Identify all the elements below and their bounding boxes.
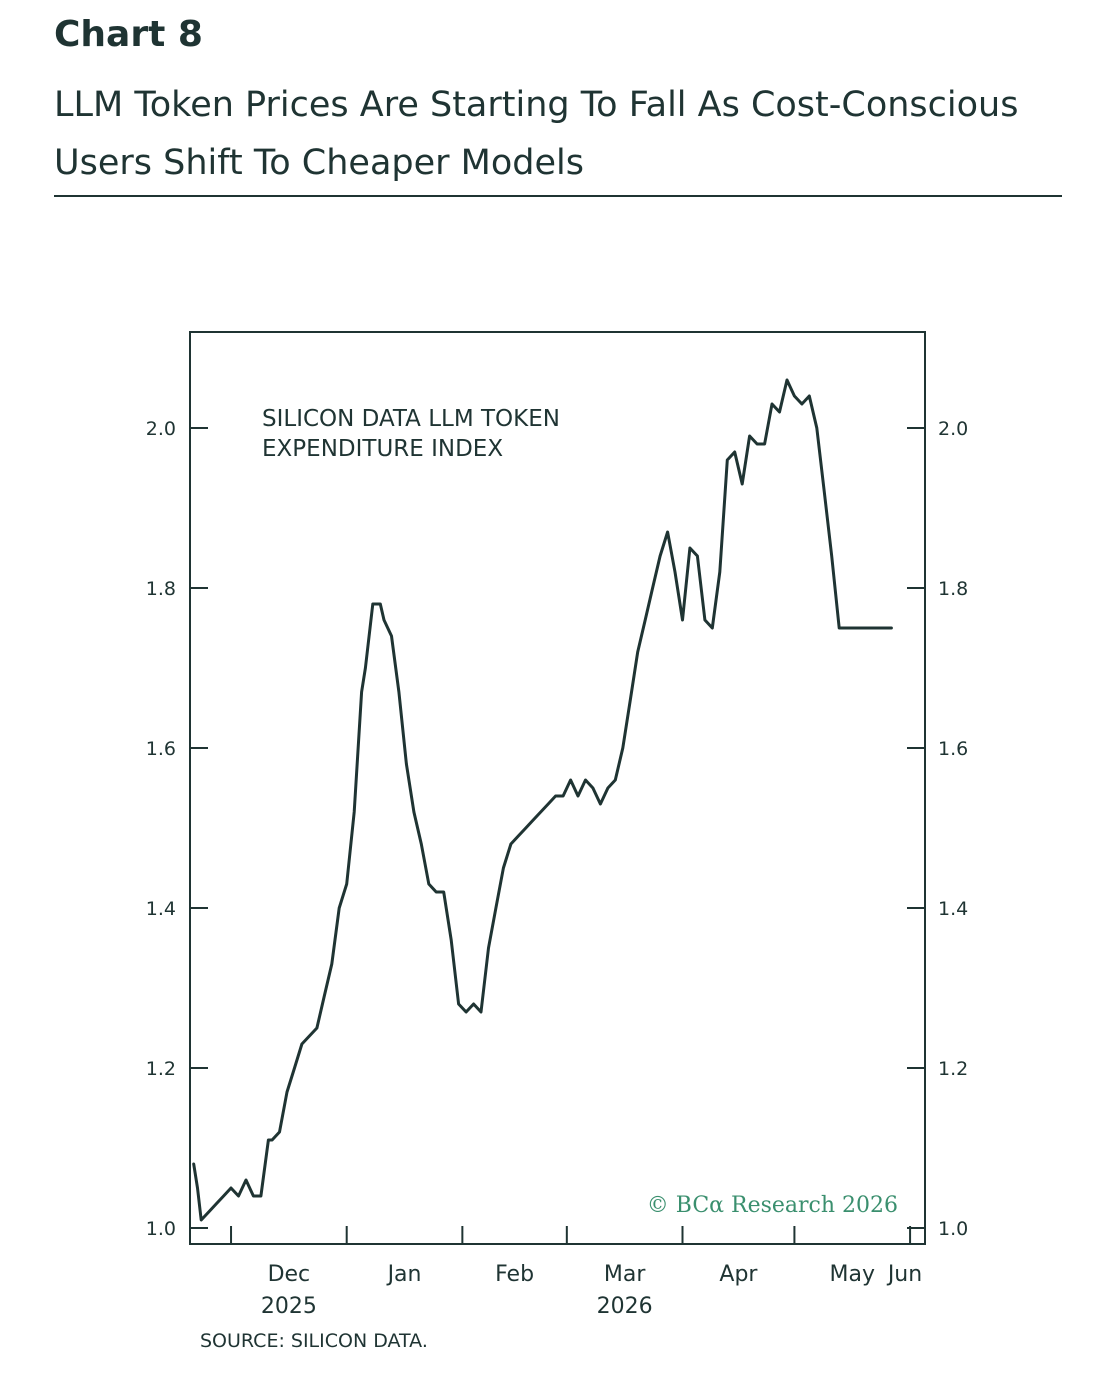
y-tick-label-left: 1.8 bbox=[146, 578, 176, 600]
right-axis: 1.0 1.2 1.4 1.6 1.8 2.0 bbox=[907, 418, 968, 1240]
y-tick-label-right: 1.6 bbox=[938, 738, 968, 760]
x-tick-year-label: 2026 bbox=[597, 1294, 653, 1319]
x-tick-year-label: 2025 bbox=[261, 1294, 317, 1319]
source-note: SOURCE: SILICON DATA. bbox=[200, 1330, 428, 1352]
x-tick-label: Jun bbox=[886, 1262, 922, 1287]
series-annotation-line-2: EXPENDITURE INDEX bbox=[262, 436, 503, 462]
y-tick-label-right: 2.0 bbox=[938, 418, 968, 440]
line-chart: 1.0 1.2 1.4 1.6 1.8 2.0 1.0 1.2 1.4 1.6 1.8 2.0 De… bbox=[146, 331, 968, 1319]
chart-title: LLM Token Prices Are Starting To Fall As… bbox=[54, 85, 1019, 183]
x-axis: Dec 2025 Jan Feb Mar 2026 Apr May Jun bbox=[230, 1226, 922, 1319]
y-tick-label-left: 1.0 bbox=[146, 1218, 176, 1240]
y-tick-label-left: 1.6 bbox=[146, 738, 176, 760]
series-layer bbox=[192, 378, 893, 1222]
y-tick-label-right: 1.0 bbox=[938, 1218, 968, 1240]
x-tick-label: Dec bbox=[268, 1262, 311, 1287]
left-axis: 1.0 1.2 1.4 1.6 1.8 2.0 bbox=[146, 418, 208, 1240]
series-line-token-expenditure-index bbox=[192, 378, 893, 1222]
x-tick-label: Feb bbox=[495, 1262, 534, 1287]
plot-frame bbox=[189, 331, 926, 1245]
x-tick-label: Mar bbox=[604, 1262, 646, 1287]
x-tick-label: Jan bbox=[386, 1262, 422, 1287]
y-tick-label-right: 1.8 bbox=[938, 578, 968, 600]
watermark: © BCα Research 2026 bbox=[647, 1193, 898, 1218]
y-tick-label-right: 1.4 bbox=[938, 898, 968, 920]
title-divider bbox=[54, 195, 1062, 197]
y-tick-label-left: 1.2 bbox=[146, 1058, 176, 1080]
x-tick-label: Apr bbox=[719, 1262, 758, 1287]
series-annotation-line-1: SILICON DATA LLM TOKEN bbox=[262, 406, 560, 432]
x-tick-label: May bbox=[830, 1262, 875, 1287]
y-tick-label-right: 1.2 bbox=[938, 1058, 968, 1080]
chart-number: Chart 8 bbox=[54, 14, 203, 55]
y-tick-label-left: 2.0 bbox=[146, 418, 176, 440]
y-tick-label-left: 1.4 bbox=[146, 898, 176, 920]
